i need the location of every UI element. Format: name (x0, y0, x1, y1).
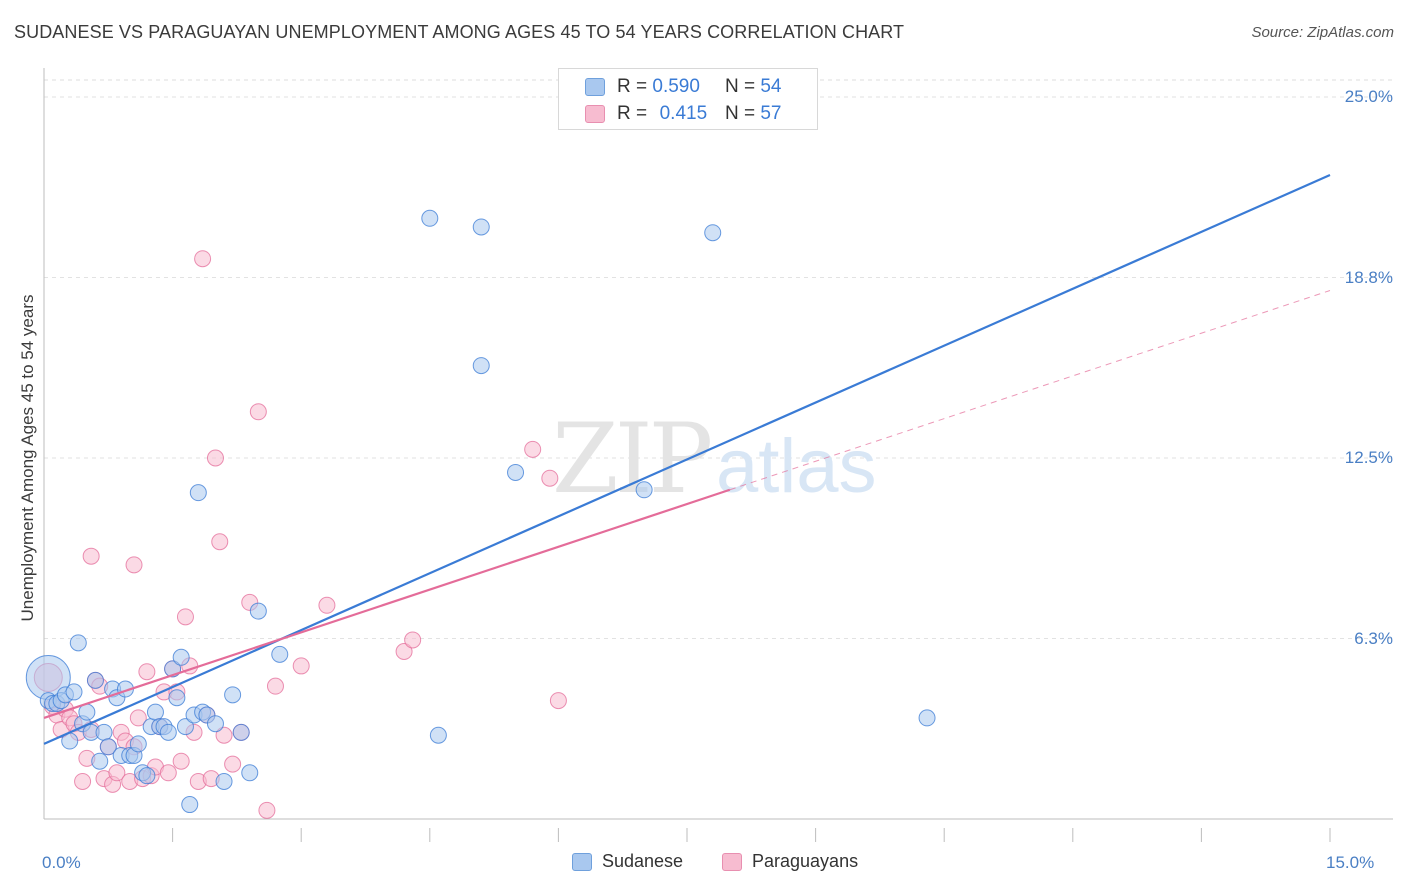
paraguayans-point (266, 677, 284, 695)
sudanese-points (25, 209, 936, 814)
legend-r-label: R = (617, 76, 648, 97)
sudanese-point (224, 686, 242, 704)
sudanese-point (421, 209, 439, 227)
sudanese-point (472, 357, 490, 375)
paraguayans-point (549, 692, 567, 710)
sudanese-point (181, 796, 199, 814)
chart-title: SUDANESE VS PARAGUAYAN UNEMPLOYMENT AMON… (14, 22, 905, 42)
sudanese-point (472, 218, 490, 236)
paraguayans-point (108, 764, 126, 782)
sudanese-point (635, 481, 653, 499)
sudanese-r-value: 0.590 (652, 76, 700, 97)
sudanese-point (215, 772, 233, 790)
sudanese-point (918, 709, 936, 727)
sudanese-point (241, 764, 259, 782)
paraguayans-point (524, 440, 542, 458)
x-tick-max: 15.0% (1326, 853, 1375, 872)
sudanese-point (249, 602, 267, 620)
paraguayans-trend-extension (729, 290, 1331, 491)
sudanese-point (146, 703, 164, 721)
sudanese-point (86, 671, 104, 689)
legend-n-label: N = (724, 103, 756, 124)
paraguayans-point (194, 250, 212, 268)
legend-row-paraguayans: R = 0.415 N = 57 (585, 102, 781, 126)
sudanese-point (95, 723, 113, 741)
legend-n-label: N = (724, 76, 756, 97)
sudanese-point (704, 224, 722, 242)
legend-row-sudanese: R = 0.590 N = 54 (585, 75, 781, 99)
sudanese-point (429, 726, 447, 744)
paraguayans-point (249, 403, 267, 421)
correlation-legend: R = 0.590 N = 54 R = 0.415 N = 57 (558, 68, 818, 130)
sudanese-point (138, 767, 156, 785)
y-tick-label: 18.8% (1344, 267, 1393, 287)
sudanese-point (99, 738, 117, 756)
paraguayans-point (125, 556, 143, 574)
sudanese-point (91, 752, 109, 770)
paraguayans-point (541, 469, 559, 487)
gridlines (44, 79, 1393, 639)
paraguayans-r-value: 0.415 (659, 103, 708, 124)
paraguayans-point (172, 752, 190, 770)
sudanese-point (271, 645, 289, 663)
paraguayans-point (206, 449, 224, 467)
paraguayans-point (292, 657, 310, 675)
bottom-legend-sudanese: Sudanese (572, 851, 683, 872)
sudanese-point (176, 718, 194, 736)
paraguayans-trend-line (43, 488, 731, 719)
trend-lines (43, 173, 1331, 745)
paraguayans-point (74, 772, 92, 790)
paraguayans-point (82, 547, 100, 565)
sudanese-legend-swatch (572, 852, 592, 871)
paraguayans-points (33, 250, 567, 819)
paraguayans-n-value: 57 (760, 103, 782, 124)
sudanese-point (129, 735, 147, 753)
sudanese-swatch (585, 78, 605, 96)
bottom-legend-paraguayans: Paraguayans (722, 851, 858, 872)
sudanese-point (65, 683, 83, 701)
sudanese-point (168, 689, 186, 707)
paraguayans-point (138, 663, 156, 681)
paraguayans-point (215, 726, 233, 744)
paraguayans-point (404, 631, 422, 649)
paraguayans-point (176, 608, 194, 626)
sudanese-trend-line (43, 173, 1331, 745)
paraguayans-point (159, 764, 177, 782)
paraguayans-point (318, 596, 336, 614)
sudanese-n-value: 54 (760, 76, 782, 97)
paraguayans-legend-label: Paraguayans (752, 851, 859, 871)
x-tick-min: 0.0% (42, 853, 81, 872)
svg-text:atlas: atlas (716, 424, 877, 509)
legend-r-label: R = (617, 103, 648, 124)
sudanese-point (189, 484, 207, 502)
sudanese-legend-label: Sudanese (602, 851, 684, 871)
paraguayans-point (395, 642, 413, 660)
y-tick-label: 12.5% (1344, 448, 1393, 467)
source-credit: Source: ZipAtlas.com (1251, 24, 1394, 41)
paraguayans-legend-swatch (722, 852, 742, 871)
y-tick-label: 25.0% (1344, 87, 1393, 106)
paraguayans-point (211, 533, 229, 551)
sudanese-point (232, 723, 250, 741)
sudanese-point (69, 634, 87, 652)
paraguayans-swatch (585, 105, 605, 123)
y-tick-label: 6.3% (1354, 628, 1393, 648)
sudanese-point (159, 723, 177, 741)
paraguayans-point (224, 755, 242, 773)
sudanese-point (172, 648, 190, 666)
paraguayans-point (258, 801, 276, 819)
sudanese-point (507, 463, 525, 481)
paraguayans-point (129, 709, 147, 727)
sudanese-point (206, 715, 224, 733)
